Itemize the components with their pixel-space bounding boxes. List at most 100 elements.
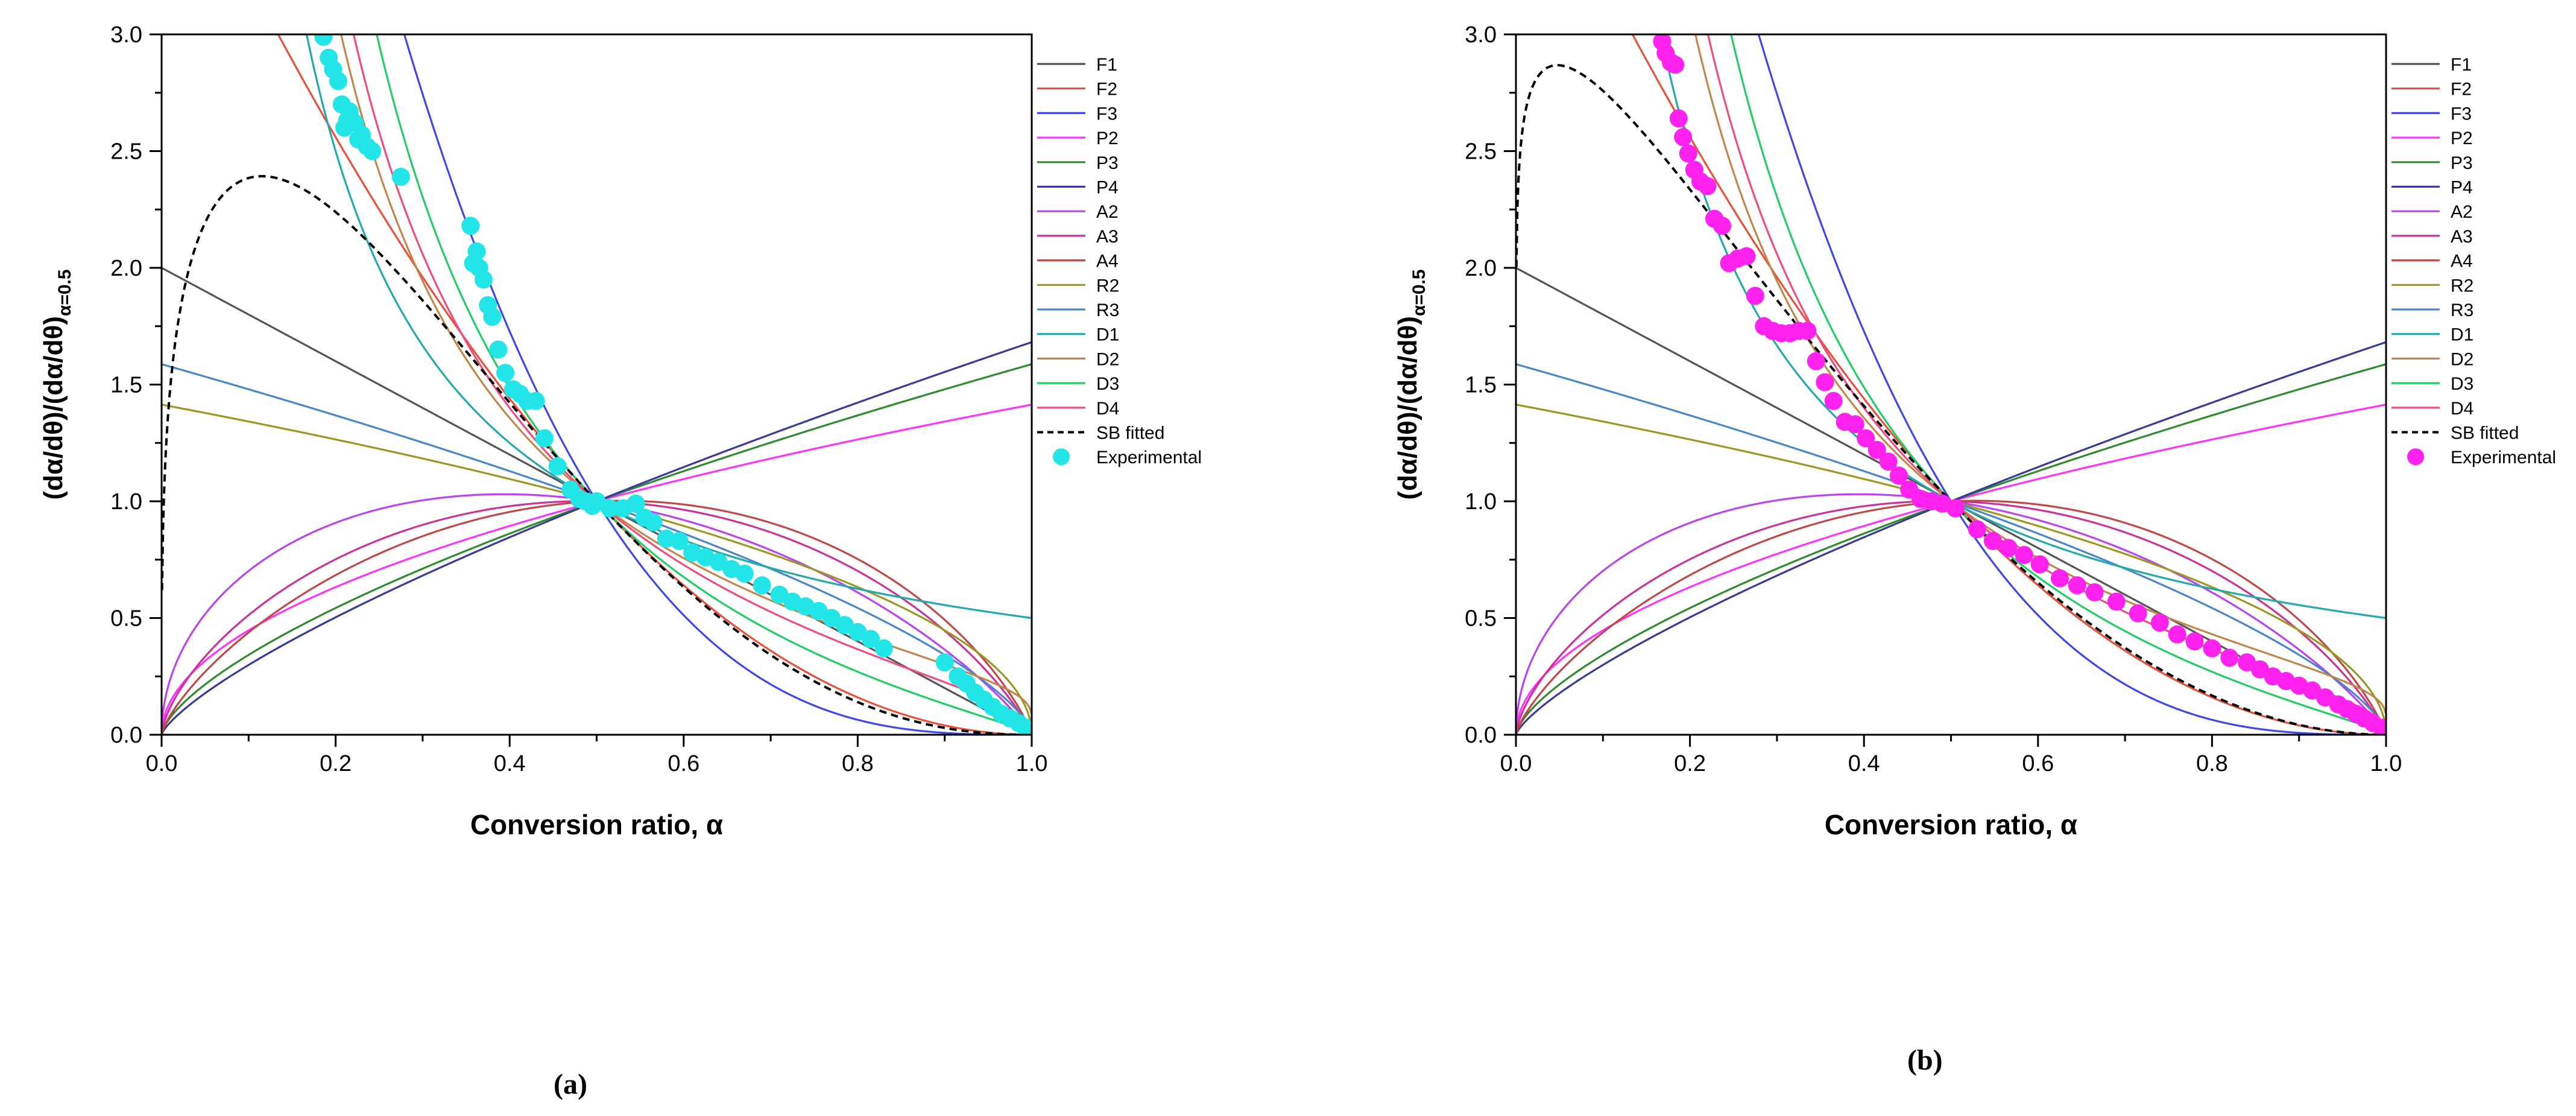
panel-b-y-tick-label: 1.5 <box>1465 373 1497 398</box>
panel-a-chart: 0.0 0.2 0.4 0.6 0.8 1.0 0.0 0.5 1.0 1.5 2.0 2.5 3.0 C… <box>39 22 1202 840</box>
panel-a-data-point <box>935 653 954 671</box>
panel-b-data-point <box>1698 177 1717 195</box>
panel-b-legend-label: D4 <box>2451 399 2473 419</box>
panel-b-ticks: 0.0 0.2 0.4 0.6 0.8 1.0 0.0 0.5 1.0 1.5 2.0 2.5 3.0 <box>1465 22 2402 776</box>
panel-a-legend-item-r3: R3 <box>1037 300 1119 320</box>
panel-b-x-tick-label: 0.8 <box>2196 751 2228 776</box>
panel-a-ticks: 0.0 0.2 0.4 0.6 0.8 1.0 0.0 0.5 1.0 1.5 2.0 2.5 3.0 <box>110 22 1047 776</box>
panel-a-legend-label: A2 <box>1096 202 1119 222</box>
panel-b-y-tick-label: 2.0 <box>1465 256 1497 281</box>
panel-b-legend-item-p3: P3 <box>2391 153 2473 173</box>
panel-b-curve-r2 <box>1516 404 2386 728</box>
panel-b-data-point <box>1879 452 1898 471</box>
panel-b-legend: F1 F2 F3 P2 P3 P4 A2 A3 A4 R2 R3 D1 D2 D3 D4 SB fitted E… <box>2391 55 2556 468</box>
panel-b-legend-item-r2: R2 <box>2391 276 2473 296</box>
panel-a-legend-item-a2: A2 <box>1037 202 1119 222</box>
panel-a-data-point <box>496 364 514 382</box>
panel-b-curve-a3 <box>1516 500 2386 734</box>
panel-b-x-tick-label: 0.0 <box>1500 751 1532 776</box>
panel-b-data-point <box>1867 440 1886 459</box>
panel-a-legend-item-f1: F1 <box>1037 55 1117 75</box>
panel-a-data-point <box>670 531 689 550</box>
panel-a-legend-label: F1 <box>1096 55 1117 75</box>
panel-a-data-point <box>489 340 508 359</box>
panel-a-legend-item-f3: F3 <box>1037 104 1117 124</box>
panel-b-data-point <box>2220 648 2239 667</box>
panel-a-data-point <box>467 242 486 261</box>
panel-b-data-point <box>1679 144 1697 163</box>
panel-b-data-point <box>2185 632 2204 651</box>
panel-a-data-point <box>391 168 410 186</box>
panel-a-experimental-points <box>314 34 1032 735</box>
panel-a-curve-d1 <box>305 34 1032 619</box>
panel-b-legend-label: F2 <box>2451 80 2472 100</box>
panel-b-data-point <box>1846 415 1864 434</box>
panel-a-data-point <box>474 270 493 289</box>
panel-b-data-point <box>1798 322 1817 340</box>
panel-a-legend-label: SB fitted <box>1096 423 1164 443</box>
panel-b-legend-item-d2: D2 <box>2391 349 2473 369</box>
panel-a-data-point <box>1016 718 1032 735</box>
panel-a-curve-d4 <box>352 34 1032 730</box>
panel-a-legend-item-a4: A4 <box>1037 252 1119 271</box>
panel-b-data-point <box>2107 592 2126 611</box>
panel-b-data-point <box>1889 466 1908 485</box>
panel-b-data-point <box>1807 352 1825 370</box>
panel-a-curve-p2 <box>162 404 1032 728</box>
panel-b-experimental-points <box>1653 34 2386 735</box>
panel-a-curve-sb-fitted <box>162 175 1032 735</box>
panel-b-legend-label: D2 <box>2451 349 2473 369</box>
panel-b-data-point <box>1666 55 1685 74</box>
panel-b-legend-item-a3: A3 <box>2391 227 2473 247</box>
panel-a-y-tick-label: 3.0 <box>110 22 142 48</box>
panel-a-legend-item-d3: D3 <box>1037 374 1119 394</box>
panel-a-x-axis-label: Conversion ratio, α <box>470 809 723 840</box>
panel-a-data-point <box>329 72 347 90</box>
panel-a-data-point <box>363 142 382 160</box>
panel-a-data-point <box>874 639 893 658</box>
panel-b-y-tick-label: 2.5 <box>1465 139 1497 165</box>
panel-b-curve-d4 <box>1706 34 2386 730</box>
panel-b-curve-f2 <box>1631 34 2386 735</box>
panel-a-y-axis-label-subscript: α=0.5 <box>55 269 75 316</box>
panel-b-legend-label: Experimental <box>2451 448 2556 468</box>
panel-b-data-point <box>2068 576 2086 595</box>
panel-a-x-tick-label: 1.0 <box>1016 751 1048 776</box>
panel-a-x-tick-label: 0.2 <box>320 751 352 776</box>
panel-a-legend-item-d2: D2 <box>1037 349 1119 369</box>
panel-a-data-point <box>526 392 545 410</box>
panel-b-data-point <box>2085 583 2104 601</box>
panel-b-curves <box>1516 34 2386 735</box>
panel-b-legend-item-sb-fitted: SB fitted <box>2391 423 2519 443</box>
panel-b-legend-item-experimental: Experimental <box>2407 448 2556 468</box>
panel-a-x-tick-label: 0.4 <box>494 751 526 776</box>
panel-a-curve-f2 <box>277 34 1032 735</box>
panel-b-data-point <box>2050 569 2069 588</box>
panel-a-curve-a4 <box>162 499 1032 734</box>
panel-b-y-tick-label: 1.0 <box>1465 489 1497 515</box>
panel-b-legend-item-f2: F2 <box>2391 80 2472 100</box>
panel-b-legend-label: F3 <box>2451 104 2472 124</box>
panel-a-legend-label: D4 <box>1096 399 1119 419</box>
panel-b-legend-item-a2: A2 <box>2391 202 2473 222</box>
panel-a-data-point <box>314 34 333 46</box>
panel-a-legend-label: D2 <box>1096 349 1119 369</box>
panel-b-x-axis-label: Conversion ratio, α <box>1825 809 2077 840</box>
panel-a-data-point <box>535 429 554 448</box>
panel-b-legend-item-d4: D4 <box>2391 399 2473 419</box>
panel-b-legend-label: SB fitted <box>2451 423 2519 443</box>
panel-b-data-point <box>2015 546 2033 564</box>
panel-b-legend-item-p4: P4 <box>2391 178 2473 198</box>
panel-a-legend-label: D1 <box>1096 325 1119 345</box>
panel-b-legend-item-a4: A4 <box>2391 252 2473 271</box>
panel-b-curve-p3 <box>1516 363 2386 733</box>
panel-a-legend-label: Experimental <box>1096 448 1202 468</box>
panel-a-legend-label: R3 <box>1096 300 1119 320</box>
panel-a-data-point <box>461 217 480 235</box>
panel-a-legend-marker <box>1053 448 1070 466</box>
panel-a-y-axis-label: (dα/dθ)/(dα/dθ)α=0.5 <box>39 269 75 499</box>
panel-b-legend-item-f1: F1 <box>2391 55 2472 75</box>
panel-a-legend-label: A4 <box>1096 252 1119 271</box>
panel-b-curve-a4 <box>1516 499 2386 734</box>
